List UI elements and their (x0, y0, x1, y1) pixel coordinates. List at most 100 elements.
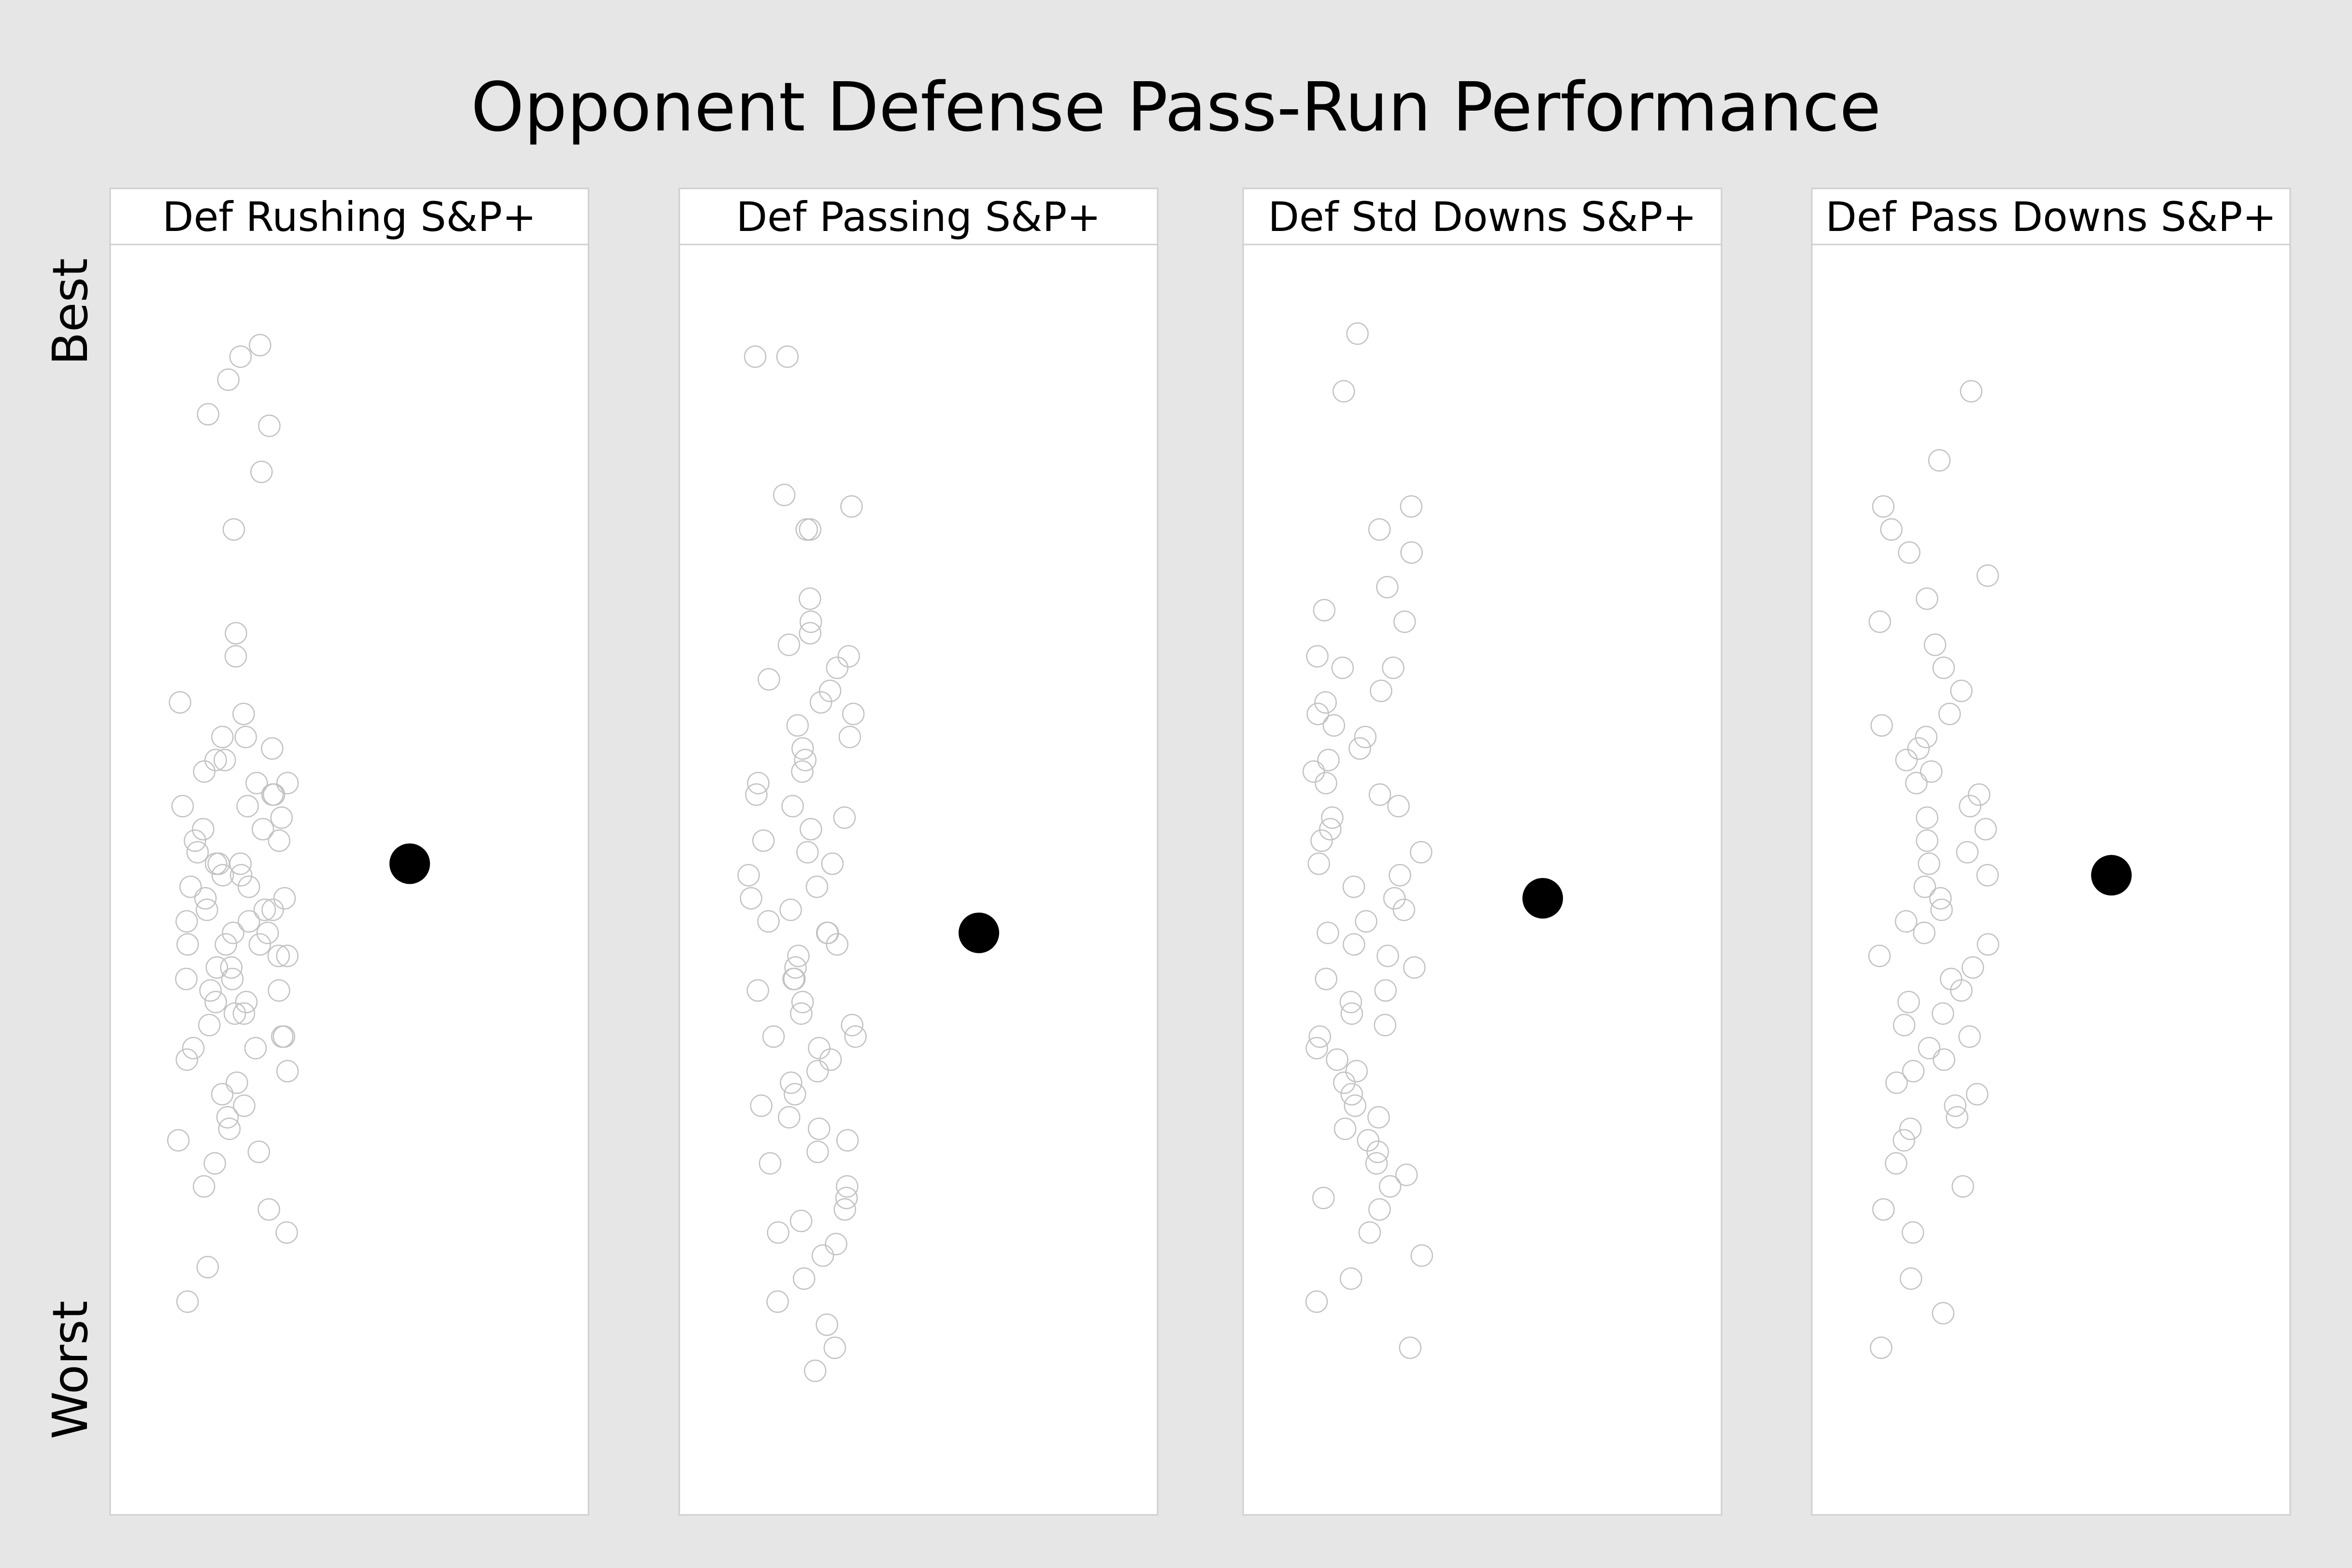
data-point (840, 495, 863, 518)
data-point (198, 1014, 221, 1036)
data-point (1305, 1290, 1328, 1313)
data-point (1959, 795, 1981, 818)
data-point (1383, 887, 1406, 910)
data-point (791, 760, 814, 783)
data-point (784, 956, 807, 979)
data-point (1389, 864, 1411, 887)
data-point (780, 1071, 803, 1094)
panel-title: Def Passing S&P+ (736, 193, 1101, 241)
data-point (1894, 910, 1918, 933)
data-point (193, 760, 215, 783)
data-point (1310, 829, 1333, 852)
data-point (836, 1175, 859, 1198)
panel-4: Def Pass Downs S&P+ (1811, 187, 2291, 1516)
data-point (1374, 979, 1397, 1002)
data-point (1902, 1060, 1925, 1083)
data-point (215, 933, 237, 956)
data-point (1918, 852, 1940, 875)
data-point (204, 991, 227, 1013)
data-point (233, 1094, 256, 1117)
y-axis-worst-label: Worst (42, 1301, 99, 1439)
panel-frame (1242, 187, 1722, 1516)
data-point (237, 875, 260, 898)
data-point (1400, 495, 1423, 518)
data-point (1916, 829, 1938, 852)
data-point (261, 898, 284, 921)
data-point (1357, 1129, 1379, 1152)
data-point (1339, 991, 1362, 1013)
data-point (261, 783, 284, 806)
data-point (1928, 449, 1951, 472)
data-point (234, 725, 257, 748)
data-point (245, 772, 268, 794)
data-point (1965, 1083, 1989, 1106)
data-point (229, 345, 252, 368)
data-point (740, 887, 762, 910)
data-point (833, 806, 856, 829)
data-point (218, 1117, 241, 1140)
data-point (837, 645, 860, 668)
data-point (267, 945, 290, 967)
panel-header (1242, 187, 1722, 245)
data-point (1334, 1117, 1357, 1140)
data-point (1872, 495, 1895, 518)
data-point (273, 887, 296, 910)
data-point (167, 1129, 190, 1152)
data-point (745, 783, 768, 806)
data-point (794, 748, 817, 772)
data-point (248, 933, 272, 956)
data-point (1332, 380, 1355, 403)
data-point (1314, 691, 1337, 714)
data-point (223, 1002, 246, 1025)
data-point (835, 1186, 858, 1209)
data-point (1342, 875, 1365, 898)
data-point (773, 484, 796, 506)
data-point (1346, 322, 1369, 345)
data-point (789, 1209, 813, 1233)
data-point (1899, 1117, 1922, 1140)
data-point (221, 967, 244, 991)
data-point (825, 1233, 847, 1255)
data-point (1872, 1198, 1895, 1221)
data-point (1400, 541, 1423, 564)
data-point (272, 1025, 296, 1048)
data-point (759, 1152, 782, 1175)
data-point (224, 645, 247, 668)
data-point (1306, 645, 1329, 668)
data-point (1308, 1025, 1331, 1048)
data-point (1977, 933, 1999, 956)
data-point (799, 587, 821, 610)
data-point (838, 725, 861, 748)
data-point (1410, 841, 1433, 863)
data-point (806, 1140, 829, 1164)
data-point (1403, 956, 1426, 979)
data-point (833, 1198, 856, 1221)
data-point (250, 460, 273, 483)
data-point (1893, 1129, 1915, 1152)
panel-frame (1811, 187, 2291, 1516)
data-point (784, 1083, 806, 1106)
data-point (276, 1060, 299, 1083)
panel-title: Def Std Downs S&P+ (1268, 193, 1696, 241)
highlight-point (389, 843, 430, 884)
data-point (1916, 806, 1938, 829)
data-point (1331, 656, 1354, 679)
data-point (1907, 737, 1930, 760)
data-point (220, 956, 243, 979)
data-point (226, 1071, 248, 1094)
data-point (836, 1129, 859, 1152)
data-point (1307, 852, 1330, 875)
data-point (1395, 1164, 1418, 1186)
data-point (1885, 1071, 1908, 1094)
data-point (1340, 1083, 1363, 1106)
data-point (1938, 703, 1961, 725)
data-point (750, 1094, 773, 1117)
data-point (199, 979, 222, 1002)
data-point (1376, 575, 1399, 599)
data-point (258, 1198, 280, 1221)
data-point (786, 714, 809, 737)
data-point (762, 1025, 785, 1048)
data-point (758, 668, 780, 691)
data-point (1967, 783, 1991, 806)
data-point (800, 818, 822, 841)
